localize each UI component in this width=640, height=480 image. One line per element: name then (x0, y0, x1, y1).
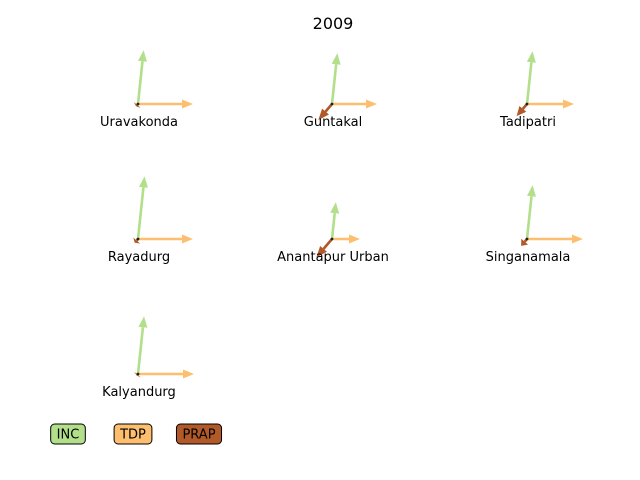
arrow-inc-anantapur-urban (330, 202, 340, 240)
legend-label-prap: PRAP (182, 428, 215, 443)
legend-swatch-tdp (113, 423, 153, 445)
arrow-prap-anantapur-urban (316, 238, 333, 258)
constituency-label-tadipatri: Tadipatri (499, 115, 556, 130)
legend-swatch-inc (50, 423, 86, 445)
glyph-grid: Uravakonda Guntakal Tadipatri Rayadurg Anant… (100, 50, 583, 400)
legend-label-inc: INC (57, 428, 80, 443)
glyph-uravakonda: Uravakonda (100, 50, 193, 130)
legend-label-tdp: TDP (119, 428, 146, 443)
origin-dot-singanamala (525, 237, 529, 241)
arrow-inc-kalyandurg (136, 316, 148, 375)
arrow-tdp-uravakonda (138, 99, 193, 109)
arrow-tdp-singanamala (527, 234, 583, 244)
arrow-inc-uravakonda (136, 50, 147, 105)
origin-dot-guntakal (330, 102, 334, 106)
origin-dot-tadipatri (525, 102, 529, 106)
arrow-inc-singanamala (525, 185, 536, 240)
arrow-tdp-guntakal (332, 99, 377, 109)
glyph-kalyandurg: Kalyandurg (102, 316, 194, 400)
chart-title: 2009 (313, 14, 354, 33)
constituency-label-rayadurg: Rayadurg (108, 250, 170, 265)
arrow-tdp-kalyandurg (138, 369, 194, 379)
arrow-inc-guntakal (330, 53, 341, 105)
constituency-label-uravakonda: Uravakonda (100, 115, 178, 130)
legend-swatch-prap (175, 423, 223, 445)
constituency-label-kalyandurg: Kalyandurg (102, 385, 176, 400)
glyph-guntakal: Guntakal (304, 53, 377, 130)
arrow-tdp-tadipatri (527, 99, 574, 109)
constituency-label-guntakal: Guntakal (304, 115, 363, 130)
arrow-inc-tadipatri (525, 51, 536, 105)
glyph-anantapur-urban: Anantapur Urban (277, 202, 389, 265)
glyph-rayadurg: Rayadurg (108, 176, 193, 265)
origin-dot-uravakonda (136, 102, 140, 106)
glyph-tadipatri: Tadipatri (499, 51, 574, 130)
origin-dot-rayadurg (136, 237, 140, 241)
glyph-singanamala: Singanamala (486, 185, 583, 265)
legend: INC TDP PRAP (50, 423, 223, 445)
arrow-tdp-anantapur-urban (332, 234, 360, 244)
origin-dot-kalyandurg (136, 372, 140, 376)
constituency-label-singanamala: Singanamala (486, 250, 571, 265)
arrow-tdp-rayadurg (138, 234, 193, 244)
arrow-inc-rayadurg (136, 176, 148, 240)
origin-dot-anantapur-urban (330, 237, 334, 241)
constituency-label-anantapur-urban: Anantapur Urban (277, 250, 389, 265)
arrow-prap-guntakal (318, 103, 333, 120)
